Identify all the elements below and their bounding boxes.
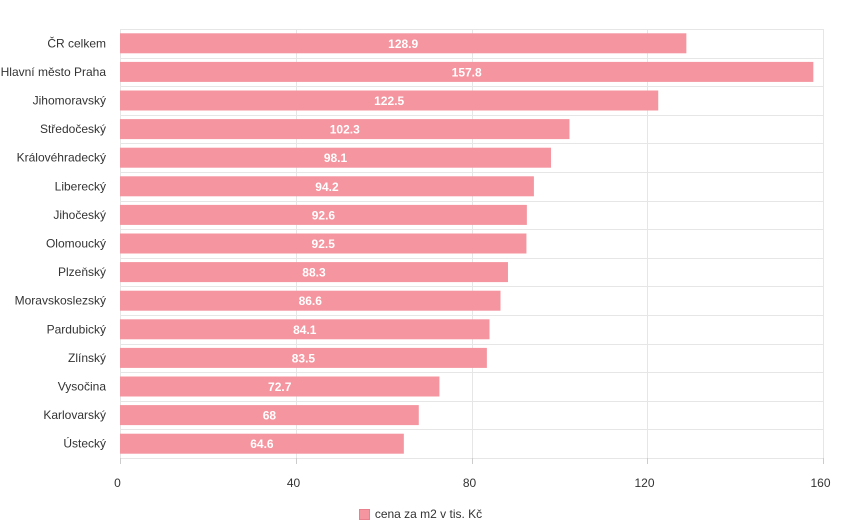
bar[interactable] <box>120 319 490 340</box>
legend-swatch <box>358 508 370 520</box>
data-label: 102.3 <box>330 123 360 137</box>
category-label: ČR celkem <box>47 35 106 50</box>
bar[interactable] <box>120 347 487 368</box>
category-label: Karlovarský <box>43 408 106 422</box>
x-axis: 0 40 80 120 160 <box>114 458 831 490</box>
category-label: Vysočina <box>58 380 107 394</box>
data-label: 94.2 <box>315 180 339 194</box>
x-tick-label: 160 <box>810 476 830 490</box>
legend[interactable]: cena za m2 v tis. Kč <box>0 505 841 523</box>
category-label: Jihomoravský <box>33 94 106 108</box>
data-label: 128.9 <box>388 37 418 51</box>
category-label: Plzeňský <box>58 265 106 279</box>
bar[interactable] <box>120 147 552 168</box>
data-label: 98.1 <box>324 151 348 165</box>
bar[interactable] <box>120 176 534 197</box>
category-label: Ústecký <box>63 436 106 451</box>
x-tick-label: 0 <box>114 476 121 490</box>
data-label: 92.6 <box>312 208 336 222</box>
category-label: Středočeský <box>40 122 106 136</box>
data-label: 64.6 <box>250 437 274 451</box>
category-label: Pardubický <box>47 322 106 336</box>
x-tick-label: 40 <box>287 476 301 490</box>
x-tick-label: 80 <box>463 476 477 490</box>
data-label: 72.7 <box>268 380 292 394</box>
bar[interactable] <box>120 90 659 111</box>
bar-chart: ČR celkem Hlavní město Praha Jihomoravský S… <box>1 29 831 490</box>
bar[interactable] <box>120 204 527 225</box>
category-label: Zlínský <box>68 351 106 365</box>
category-label: Olomoucký <box>46 237 106 251</box>
bar[interactable] <box>120 33 687 54</box>
category-label: Královéhradecký <box>17 151 106 165</box>
bar[interactable] <box>120 61 814 82</box>
bar[interactable] <box>120 262 508 283</box>
category-label: Jihočeský <box>53 208 106 222</box>
bar[interactable] <box>120 119 570 140</box>
data-label: 122.5 <box>374 94 404 108</box>
category-label: Moravskoslezský <box>15 294 106 308</box>
legend-label: cena za m2 v tis. Kč <box>374 507 483 521</box>
category-label: Hlavní město Praha <box>1 65 107 79</box>
data-label: 88.3 <box>302 266 326 280</box>
category-label: Liberecký <box>55 179 106 193</box>
bar[interactable] <box>120 405 419 426</box>
category-labels: ČR celkem Hlavní město Praha Jihomoravský S… <box>1 35 107 450</box>
x-tick-label: 120 <box>634 476 654 490</box>
bar[interactable] <box>120 376 440 397</box>
data-label: 83.5 <box>292 351 316 365</box>
bars <box>120 33 814 454</box>
bar[interactable] <box>120 290 501 311</box>
data-label: 84.1 <box>293 323 317 337</box>
data-label: 92.5 <box>312 237 336 251</box>
data-label: 68 <box>263 409 277 423</box>
data-label: 86.6 <box>299 294 323 308</box>
data-labels: 128.9 157.8 122.5 102.3 98.1 94.2 92.6 92.5 88.3… <box>250 37 482 451</box>
bar[interactable] <box>120 433 404 454</box>
data-label: 157.8 <box>452 65 482 79</box>
bar[interactable] <box>120 233 527 254</box>
